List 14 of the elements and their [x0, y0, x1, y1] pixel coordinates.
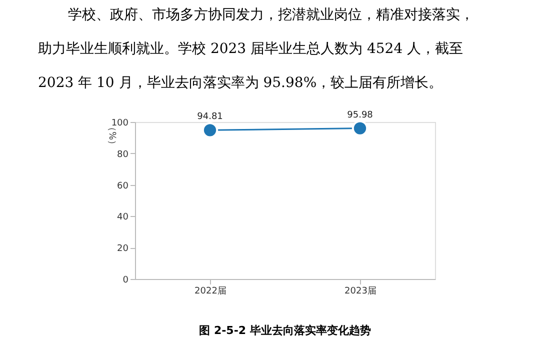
- y-tick-label: 20: [117, 244, 129, 254]
- data-label: 94.81: [197, 112, 223, 122]
- text: 图 2-5-2 毕业去向落实率变化趋势: [199, 324, 371, 337]
- data-label: 95.98: [347, 110, 374, 120]
- y-tick-label: 0: [122, 276, 129, 286]
- text: 学校、政府、市场多方协同发力，挖潜就业岗位，精准对接落实，: [68, 7, 474, 23]
- x-tick-label: 2023届: [344, 286, 376, 296]
- text: 助力毕业生顺利就业。学校 2023 届毕业生总人数为 4524 人，截至: [38, 41, 464, 57]
- y-tick-label: 60: [117, 181, 129, 192]
- y-tick-label: 40: [117, 212, 129, 223]
- text: 2023 年 10 月，毕业去向落实率为 95.98%，较上届有所增长。: [38, 75, 443, 91]
- x-tick-label: 2022届: [194, 286, 226, 296]
- y-tick-label: 100: [111, 118, 129, 128]
- y-tick-label: 80: [117, 150, 129, 160]
